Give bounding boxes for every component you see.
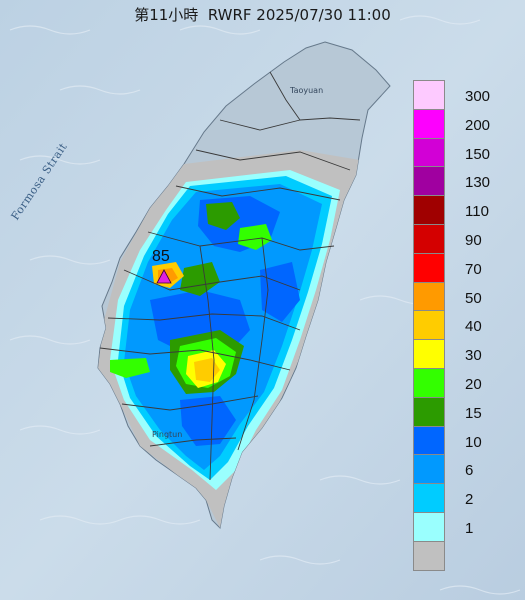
legend-swatch: [413, 166, 445, 197]
county-boundaries: [99, 71, 361, 481]
legend-label: 15: [465, 404, 482, 422]
place-label-taoyuan: Taoyuan: [290, 86, 324, 95]
legend-label: 2: [465, 491, 474, 509]
legend-label: 6: [465, 462, 474, 480]
legend-swatch: [413, 425, 445, 456]
legend-label: 110: [465, 203, 489, 221]
legend-label: 300: [465, 88, 491, 105]
legend-label: 150: [465, 145, 491, 163]
legend-swatch: [413, 368, 445, 398]
rain-zone-15mm-c: [180, 262, 220, 296]
legend-swatch: [413, 483, 445, 513]
legend-label: 50: [465, 289, 482, 307]
legend-swatch: [413, 310, 445, 341]
map-title: 第11小時 RWRF 2025/07/30 11:00: [134, 6, 391, 24]
legend-swatch: [413, 108, 445, 139]
rain-zone-10mm-d: [260, 262, 300, 322]
legend-swatch: [413, 512, 445, 542]
rain-zone-10mm-c: [180, 396, 236, 446]
legend-swatch: [413, 137, 445, 168]
legend-label: 90: [465, 232, 482, 249]
rain-zone-20mm-b: [238, 224, 272, 250]
legend-label: 70: [465, 260, 482, 278]
legend-swatch: [413, 195, 445, 225]
legend-label: 130: [465, 174, 491, 192]
legend-swatch: [413, 396, 445, 427]
legend-swatch: [413, 339, 445, 369]
color-legend: 300 200 150 130 110 90 70 50 40 30 20 15 10 6 2 1: [413, 80, 513, 571]
legend-swatch: [413, 540, 445, 571]
legend-label: 30: [465, 347, 482, 365]
legend-label: 40: [465, 318, 482, 336]
legend-swatch: [413, 281, 445, 312]
legend-label: 1: [465, 520, 474, 537]
legend-swatch: [413, 454, 445, 485]
rain-zone-15mm-a: [206, 202, 240, 230]
legend-label: 10: [465, 433, 482, 451]
max-rainfall-value: 85: [152, 248, 170, 265]
place-label-pingtung: Pingtun: [152, 430, 183, 439]
sea-texture: [9, 15, 521, 595]
rain-zone-20mm-c: [110, 358, 150, 378]
max-rainfall-marker-icon: [156, 269, 172, 284]
legend-swatch: [413, 252, 445, 283]
legend-label: 20: [465, 376, 482, 393]
legend-label: 200: [465, 116, 491, 134]
legend-swatch: [413, 224, 445, 254]
legend-swatch: [413, 80, 445, 110]
